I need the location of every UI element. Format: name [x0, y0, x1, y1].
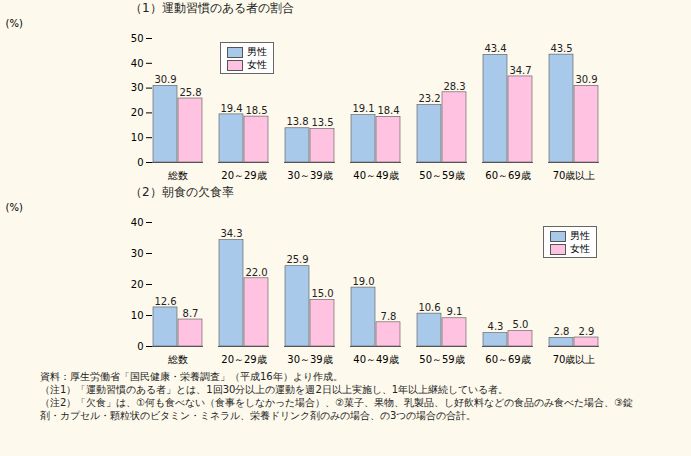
svg-text:23.2: 23.2: [418, 93, 440, 104]
svg-text:70歳以上: 70歳以上: [553, 354, 596, 365]
svg-text:40: 40: [131, 217, 144, 228]
html-text:女性: 女性: [247, 59, 268, 70]
svg-text:70歳以上: 70歳以上: [553, 170, 596, 181]
svg-text:20: 20: [131, 107, 144, 118]
svg-text:0: 0: [137, 341, 143, 352]
svg-text:19.4: 19.4: [220, 103, 242, 114]
svg-text:30～39歳: 30～39歳: [287, 354, 332, 365]
svg-text:60～69歳: 60～69歳: [485, 170, 530, 181]
svg-text:25.8: 25.8: [179, 87, 201, 98]
svg-text:18.5: 18.5: [245, 105, 267, 116]
svg-text:8.7: 8.7: [183, 308, 199, 319]
svg-text:30.9: 30.9: [575, 74, 597, 85]
svg-text:(%): (%): [6, 18, 23, 29]
html-text:女性: 女性: [570, 243, 590, 254]
svg-text:(%): (%): [6, 202, 23, 213]
svg-text:22.0: 22.0: [245, 267, 267, 278]
svg-text:10: 10: [131, 310, 144, 321]
svg-text:34.7: 34.7: [509, 65, 531, 76]
svg-text:43.5: 43.5: [550, 43, 572, 54]
svg-text:総数: 総数: [167, 354, 188, 365]
svg-text:40: 40: [131, 58, 144, 69]
svg-text:12.6: 12.6: [154, 296, 176, 307]
html-text:（注1）「運動習慣のある者」とは、1回30分以上の運動を週2: （注1）「運動習慣のある者」とは、1回30分以上の運動を週2日以上実施し、1年以…: [40, 384, 509, 395]
html-text:（2）朝食の欠食率: （2）朝食の欠食率: [130, 185, 234, 199]
svg-text:13.5: 13.5: [311, 117, 333, 128]
svg-text:43.4: 43.4: [484, 43, 506, 54]
svg-text:19.0: 19.0: [352, 276, 374, 287]
svg-text:50: 50: [131, 33, 144, 44]
html-text:（1）運動習慣のある者の割合: （1）運動習慣のある者の割合: [130, 1, 294, 15]
svg-text:30: 30: [131, 82, 144, 93]
svg-text:50～59歳: 50～59歳: [419, 170, 464, 181]
svg-text:5.0: 5.0: [513, 319, 529, 330]
html-text:（注2）「欠食」は、①何も食べない（食事をしなかった場合）、: （注2）「欠食」は、①何も食べない（食事をしなかった場合）、②菓子、果物、乳製品…: [40, 397, 634, 421]
svg-text:30: 30: [131, 248, 144, 259]
svg-text:19.1: 19.1: [352, 103, 374, 114]
svg-text:2.9: 2.9: [579, 326, 595, 337]
svg-text:10.6: 10.6: [418, 302, 440, 313]
svg-text:40～49歳: 40～49歳: [353, 354, 398, 365]
svg-text:60～69歳: 60～69歳: [485, 354, 530, 365]
html-text:男性: 男性: [570, 230, 590, 241]
svg-text:25.9: 25.9: [286, 254, 308, 265]
svg-text:15.0: 15.0: [311, 288, 333, 299]
svg-text:34.3: 34.3: [220, 228, 242, 239]
svg-text:50～59歳: 50～59歳: [419, 354, 464, 365]
svg-text:30～39歳: 30～39歳: [287, 170, 332, 181]
svg-text:20～29歳: 20～29歳: [221, 170, 266, 181]
svg-text:総数: 総数: [167, 170, 188, 181]
svg-text:7.8: 7.8: [381, 311, 397, 322]
html-text:資料：厚生労働省「国民健康・栄養調査」（平成16年）より作成: 資料：厚生労働省「国民健康・栄養調査」（平成16年）より作成。: [40, 371, 343, 382]
html-text:男性: 男性: [247, 46, 268, 57]
svg-text:4.3: 4.3: [488, 321, 504, 332]
svg-text:20～29歳: 20～29歳: [221, 354, 266, 365]
svg-text:9.1: 9.1: [447, 306, 463, 317]
svg-text:28.3: 28.3: [443, 81, 465, 92]
svg-text:40～49歳: 40～49歳: [353, 170, 398, 181]
svg-text:10: 10: [131, 132, 144, 143]
svg-text:20: 20: [131, 279, 144, 290]
svg-text:18.4: 18.4: [377, 105, 399, 116]
svg-text:2.8: 2.8: [554, 326, 570, 337]
svg-text:0: 0: [137, 157, 143, 168]
svg-text:13.8: 13.8: [286, 116, 308, 127]
svg-text:30.9: 30.9: [154, 74, 176, 85]
